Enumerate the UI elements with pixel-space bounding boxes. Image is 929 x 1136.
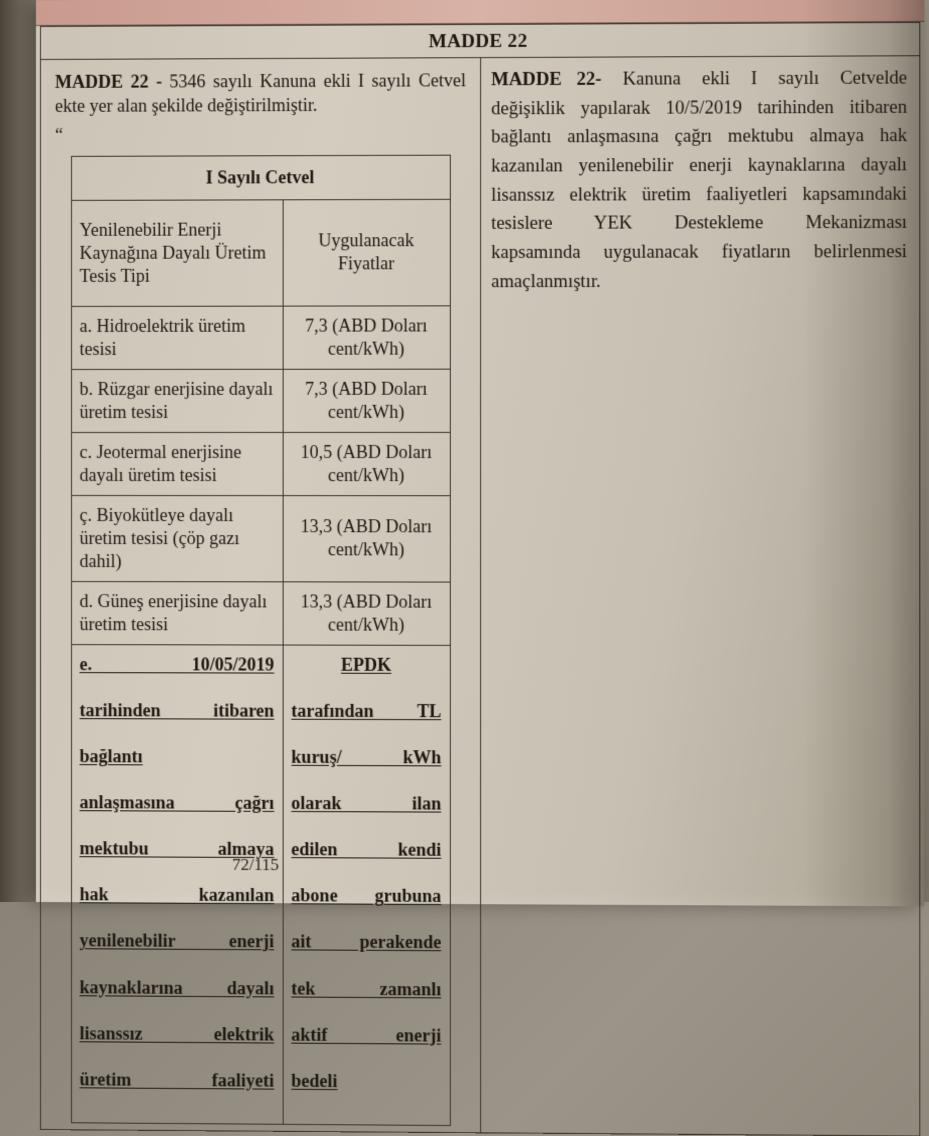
e-type-line: tarihinden itibaren <box>80 699 275 746</box>
e-type-line: hak kazanılan <box>80 884 275 931</box>
e-type-line: yenilenebilir enerji <box>80 930 275 977</box>
e-price-line: EPDK <box>291 654 441 701</box>
open-quote: “ <box>55 123 466 145</box>
cell-price-e: EPDK tarafından TL kuruş/ kWh olarak ila… <box>283 645 450 1125</box>
table-row: a. Hidroelektrik üretim tesisi 7,3 (ABD … <box>71 306 450 370</box>
cell-type: ç. Biyokütleye dayalı üretim tesisi (çöp… <box>71 495 283 581</box>
binding-gutter <box>0 0 36 902</box>
table-row: d. Güneş enerjisine dayalı üretim tesisi… <box>71 582 450 646</box>
cell-price: 7,3 (ABD Doları cent/kWh) <box>283 306 450 369</box>
cell-price: 13,3 (ABD Doları cent/kWh) <box>283 582 450 646</box>
cell-price: 10,5 (ABD Doları cent/kWh) <box>283 432 450 495</box>
col-type-header: Yenilenebilir Enerji Kaynağına Dayalı Ür… <box>71 199 283 306</box>
e-type-line: anlaşmasına çağrı <box>80 791 275 838</box>
e-price-line: bedeli <box>291 1069 441 1116</box>
table-caption: I Sayılı Cetvel <box>71 155 450 200</box>
table-row-e: e. 10/05/2019 tarihinden itibaren bağlan… <box>71 645 450 1126</box>
left-intro-paragraph: MADDE 22 - 5346 sayılı Kanuna ekli I say… <box>55 68 466 118</box>
table-row: ç. Biyokütleye dayalı üretim tesisi (çöp… <box>71 495 450 582</box>
table-caption-row: I Sayılı Cetvel <box>71 155 450 200</box>
cell-type: c. Jeotermal enerjisine dayalı üretim te… <box>71 432 283 495</box>
e-type-line: e. 10/05/2019 <box>80 653 275 700</box>
e-price-line: kuruş/ kWh <box>291 746 441 793</box>
e-price-line: tek zamanlı <box>291 977 441 1024</box>
table-header-row: Yenilenebilir Enerji Kaynağına Dayalı Ür… <box>71 199 450 306</box>
right-lead: MADDE 22- <box>491 70 601 91</box>
e-type-line: bağlantı <box>80 745 275 792</box>
price-table: I Sayılı Cetvel Yenilenebilir Enerji Kay… <box>71 154 451 1125</box>
e-price-line: tarafından TL <box>291 700 441 747</box>
cell-type-e: e. 10/05/2019 tarihinden itibaren bağlan… <box>71 645 283 1124</box>
table-row: c. Jeotermal enerjisine dayalı üretim te… <box>71 432 450 495</box>
e-type-line: kaynaklarına dayalı <box>80 976 275 1023</box>
col-price-header: Uygulanacak Fiyatlar <box>283 199 450 306</box>
left-column: MADDE 22 - 5346 sayılı Kanuna ekli I say… <box>41 58 481 1132</box>
article-frame: MADDE 22 MADDE 22 - 5346 sayılı Kanuna e… <box>40 22 920 1136</box>
right-body: Kanuna ekli I sayılı Cetvelde değişiklik… <box>491 68 907 292</box>
article-title-bar: MADDE 22 <box>41 23 919 60</box>
left-intro-lead: MADDE 22 - <box>55 71 162 91</box>
two-column-layout: MADDE 22 - 5346 sayılı Kanuna ekli I say… <box>41 56 919 1135</box>
e-type-line: üretim faaliyeti <box>80 1068 275 1115</box>
cell-type: b. Rüzgar enerjisine dayalı üretim tesis… <box>71 369 283 432</box>
e-price-line: ait perakende <box>291 931 441 978</box>
table-row: b. Rüzgar enerjisine dayalı üretim tesis… <box>71 369 450 432</box>
cell-price: 13,3 (ABD Doları cent/kWh) <box>283 496 450 583</box>
scanned-page: MADDE 22 MADDE 22 - 5346 sayılı Kanuna e… <box>36 0 924 906</box>
e-price-line: abone grubuna <box>291 885 441 932</box>
right-column: MADDE 22- Kanuna ekli I sayılı Cetvelde … <box>481 56 919 1135</box>
page-number: 72/115 <box>36 854 476 876</box>
article-title: MADDE 22 <box>429 31 528 53</box>
e-type-line: lisanssız elektrik <box>80 1022 275 1069</box>
cell-type: d. Güneş enerjisine dayalı üretim tesisi <box>71 582 283 646</box>
right-paragraph: MADDE 22- Kanuna ekli I sayılı Cetvelde … <box>491 64 907 296</box>
e-price-line: olarak ilan <box>291 792 441 839</box>
cell-price: 7,3 (ABD Doları cent/kWh) <box>283 369 450 432</box>
e-price-line: aktif enerji <box>291 1023 441 1070</box>
cell-type: a. Hidroelektrik üretim tesisi <box>71 306 283 369</box>
